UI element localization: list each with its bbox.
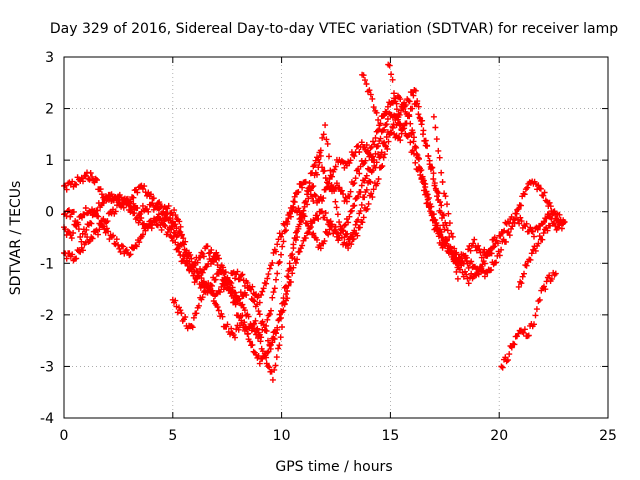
- series-trace-10: [430, 113, 463, 267]
- x-tick-label: 0: [60, 428, 69, 444]
- x-tick-label: 20: [490, 428, 508, 444]
- series-trace-4: [61, 105, 416, 306]
- series-trace-12: [515, 215, 568, 290]
- series-trace-11: [498, 269, 559, 371]
- y-tick-label: -4: [40, 411, 54, 427]
- axis-ticks: 0 5 10 15 20 25 -4 -3 -2 -1 0 1 2 3: [40, 50, 617, 444]
- y-tick-label: 1: [45, 153, 54, 169]
- series-trace-8: [411, 87, 461, 282]
- y-tick-label: 2: [45, 102, 54, 118]
- y-tick-label: 0: [45, 205, 54, 221]
- y-axis-label: SDTVAR / TECUs: [8, 181, 24, 296]
- y-tick-label: -2: [40, 308, 54, 324]
- series-trace-6: [359, 71, 383, 133]
- plot-frame: [63, 56, 609, 419]
- series-trace-5: [169, 156, 376, 367]
- series-group: [61, 61, 568, 383]
- x-tick-label: 15: [381, 428, 399, 444]
- x-axis-label: GPS time / hours: [275, 459, 392, 475]
- series-trace-7: [385, 61, 405, 133]
- x-tick-label: 25: [599, 428, 617, 444]
- y-tick-label: -3: [40, 359, 54, 375]
- chart-title: Day 329 of 2016, Sidereal Day-to-day VTE…: [50, 21, 618, 37]
- y-tick-label: -1: [40, 256, 54, 272]
- y-tick-label: 3: [45, 50, 54, 66]
- series-trace-9: [409, 127, 446, 251]
- x-tick-label: 5: [168, 428, 177, 444]
- x-tick-label: 10: [273, 428, 291, 444]
